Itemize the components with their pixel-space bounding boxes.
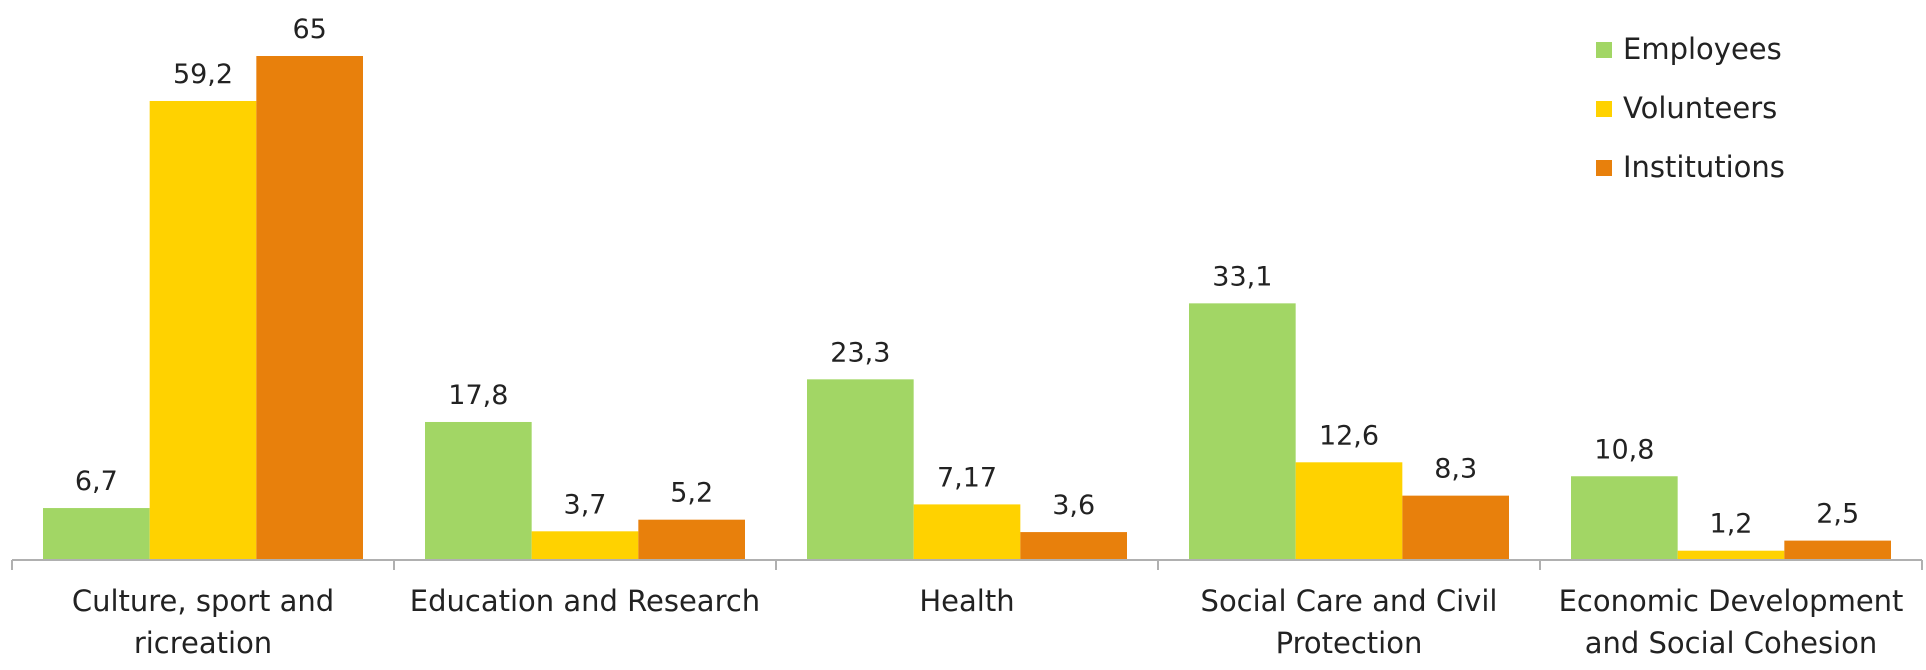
chart: 6,7 17,8 23,3 33,1 10,8 59,2 3,7 7,17 12,6 1,2 65 5… — [0, 0, 1926, 670]
legend-label: Employees — [1623, 32, 1782, 66]
value-label: 3,6 — [1052, 490, 1095, 521]
bar — [43, 508, 150, 560]
x-tick-label: Health — [786, 580, 1148, 622]
x-tick-label: Social Care and Civil Protection — [1168, 580, 1530, 664]
value-label: 2,5 — [1816, 499, 1859, 530]
bar — [1402, 496, 1509, 560]
bar — [256, 56, 363, 560]
bar — [1571, 476, 1678, 560]
value-label: 3,7 — [564, 489, 607, 520]
legend-swatch — [1596, 160, 1612, 176]
value-label: 59,2 — [173, 59, 233, 90]
bar — [1678, 551, 1785, 560]
value-label: 17,8 — [448, 380, 508, 411]
value-label: 33,1 — [1212, 261, 1272, 292]
value-label: 23,3 — [830, 337, 890, 368]
value-label: 6,7 — [75, 466, 118, 497]
legend-label: Institutions — [1623, 150, 1785, 184]
value-label: 10,8 — [1594, 434, 1654, 465]
legend-swatch — [1596, 101, 1612, 117]
value-label: 5,2 — [670, 478, 713, 509]
bar — [1020, 532, 1127, 560]
bar — [150, 101, 257, 560]
value-label: 1,2 — [1710, 509, 1753, 540]
bar — [638, 520, 745, 560]
value-label: 7,17 — [937, 462, 997, 493]
bar — [807, 379, 914, 560]
bar — [425, 422, 532, 560]
value-label: 8,3 — [1434, 454, 1477, 485]
value-label: 65 — [292, 14, 326, 45]
bar — [1784, 541, 1891, 560]
bar — [914, 504, 1021, 560]
legend-label: Volunteers — [1623, 91, 1777, 125]
value-label: 12,6 — [1319, 420, 1379, 451]
x-tick-label: Economic Development and Social Cohesion — [1550, 580, 1912, 664]
x-tick-label: Culture, sport and ricreation — [22, 580, 384, 664]
x-tick-label: Education and Research — [404, 580, 766, 622]
legend-swatch — [1596, 42, 1612, 58]
bar — [532, 531, 639, 560]
chart-page: 6,7 17,8 23,3 33,1 10,8 59,2 3,7 7,17 12,6 1,2 65 5… — [0, 0, 1926, 670]
bar — [1189, 303, 1296, 560]
bar — [1296, 462, 1403, 560]
